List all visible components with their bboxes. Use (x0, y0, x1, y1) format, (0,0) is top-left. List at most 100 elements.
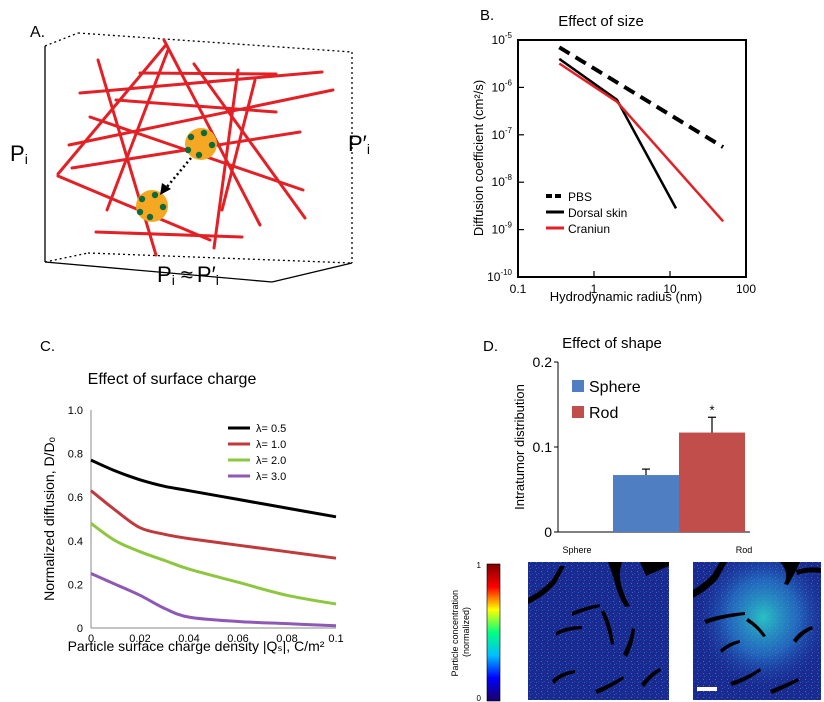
pressure-equal-label: Pi ≈ P′i (157, 262, 219, 288)
bar (613, 475, 679, 532)
fiber (94, 230, 244, 239)
fiber (220, 78, 257, 212)
fiber (212, 68, 240, 250)
series-lines (558, 45, 725, 223)
fiber (114, 98, 278, 114)
colorbar (486, 563, 501, 702)
y-axis-label: Intratumor distribution (512, 384, 527, 510)
legend-swatch (572, 380, 584, 392)
legend-swatch (572, 406, 584, 418)
panel-b-label: B. (480, 7, 494, 24)
y-tick-label: 0.6 (68, 492, 83, 504)
ligand-dot (208, 141, 216, 149)
bar (679, 432, 745, 532)
y-tick-label: 0.2 (533, 354, 553, 370)
y-tick-label: 10-8 (492, 173, 513, 189)
x-tick-label: 0.1 (510, 282, 527, 296)
y-tick-label: 0.1 (533, 439, 553, 455)
legend-label: λ= 0.5 (256, 423, 286, 435)
colorbar-tick-max: 1 (477, 561, 482, 570)
y-tick-label: 10-5 (492, 31, 513, 47)
x-tick-label: 0.04 (178, 633, 199, 645)
image-title-sphere: Sphere (562, 545, 591, 555)
legend-label: PBS (568, 190, 592, 204)
chart-title: Effect of surface charge (88, 371, 257, 388)
box-bottom-dotted-edge (44, 252, 89, 263)
plot-frame (517, 39, 747, 278)
x-tick-label: 100 (736, 282, 756, 296)
ligand-dot (187, 133, 195, 141)
panel-c-charge-chart: C. Effect of surface charge 0 0.2 0.4 0.6 0.… (40, 338, 344, 654)
series-line (558, 57, 678, 209)
legend: PBS Dorsal skin Craniun (546, 190, 627, 236)
panel-d-shape-chart: D. Effect of shape 0 0.1 0.2 * Sphere Rod I… (450, 335, 821, 702)
y-tick-label: 10-9 (492, 221, 513, 237)
ligand-dot (200, 129, 208, 137)
series-lines (90, 458, 337, 628)
box-back-bottom-dotted-edge (87, 252, 353, 264)
fiber (78, 70, 324, 95)
image-title-rod: Rod (736, 545, 753, 555)
legend-label: λ= 3.0 (256, 471, 286, 483)
panel-c-label: C. (40, 338, 55, 355)
arrow-head-icon (160, 183, 171, 195)
y-tick-label: 0 (544, 524, 552, 540)
y-tick-label: 10-10 (487, 268, 512, 284)
ligand-dot (138, 195, 146, 203)
series-line (90, 489, 337, 560)
ligand-dot (146, 213, 154, 221)
fiber (67, 88, 335, 147)
y-tick-label: 0.4 (68, 536, 83, 548)
ligand-dots (184, 129, 216, 159)
panel-b-size-chart: B. Effect of size 10-1010-910-810-710-61… (471, 7, 756, 304)
y-tick-label: 10-6 (492, 78, 513, 94)
fiber (56, 44, 167, 176)
bars: * (613, 402, 745, 532)
x-tick-label: 0 (88, 633, 94, 645)
pressure-left-label: Pi (10, 141, 28, 167)
x-tick-label: 0.06 (227, 633, 248, 645)
series-line (558, 62, 725, 223)
rod-microscopy-image (693, 562, 821, 700)
box-bottom-right-edge (271, 262, 353, 283)
legend-label: λ= 1.0 (256, 439, 286, 451)
colorbar-label: Particle concentration (normalized) (450, 587, 471, 676)
significance-mark: * (709, 402, 714, 417)
legend-label: Dorsal skin (568, 206, 627, 220)
fiber (138, 71, 278, 76)
scale-bar (697, 687, 717, 691)
y-tick-label: 1.0 (68, 405, 83, 417)
ligand-dot (184, 146, 192, 154)
colorbar-label-line: (normalized) (461, 607, 471, 657)
vessel-shapes (528, 562, 669, 694)
ligand-dot (159, 203, 167, 211)
y-axis-label: Diffusion coefficient (cm²/s) (471, 80, 486, 236)
fiber (105, 48, 170, 212)
legend-label: Rod (589, 405, 618, 422)
box-top-dotted-edge (44, 32, 79, 47)
x-axis-label: Hydrodynamic radius (nm) (550, 289, 702, 304)
x-tick-label: 1 (591, 282, 598, 296)
y-tick-labels: 0 0.2 0.4 0.6 0.8 1.0 (68, 405, 83, 635)
colorbar-tick-min: 0 (477, 694, 482, 702)
ligand-dot (136, 208, 144, 216)
y-tick-labels: 10-10 10-9 10-8 10-7 10-6 10-5 (487, 31, 524, 284)
panel-a-diagram: A. (10, 24, 370, 288)
vessel-shapes (693, 562, 821, 694)
y-tick-label: 0.8 (68, 449, 83, 461)
diffusion-arrow-icon (165, 157, 192, 189)
y-tick-label: 10-7 (492, 126, 513, 142)
y-tick-labels: 0 0.1 0.2 (533, 354, 558, 540)
x-tick-label: 0.08 (276, 633, 297, 645)
fiber (56, 174, 212, 242)
panel-d-label: D. (483, 338, 498, 355)
legend-label: Craniun (568, 222, 610, 236)
legend-label: λ= 2.0 (256, 455, 286, 467)
chart-title: Effect of shape (562, 335, 662, 352)
ligand-dot (195, 151, 203, 159)
nanoparticle-icon (136, 190, 168, 222)
y-axis-label: Normalized diffusion, D/Dₒ (41, 437, 57, 601)
legend: Sphere Rod (572, 379, 641, 422)
series-line (90, 572, 337, 628)
